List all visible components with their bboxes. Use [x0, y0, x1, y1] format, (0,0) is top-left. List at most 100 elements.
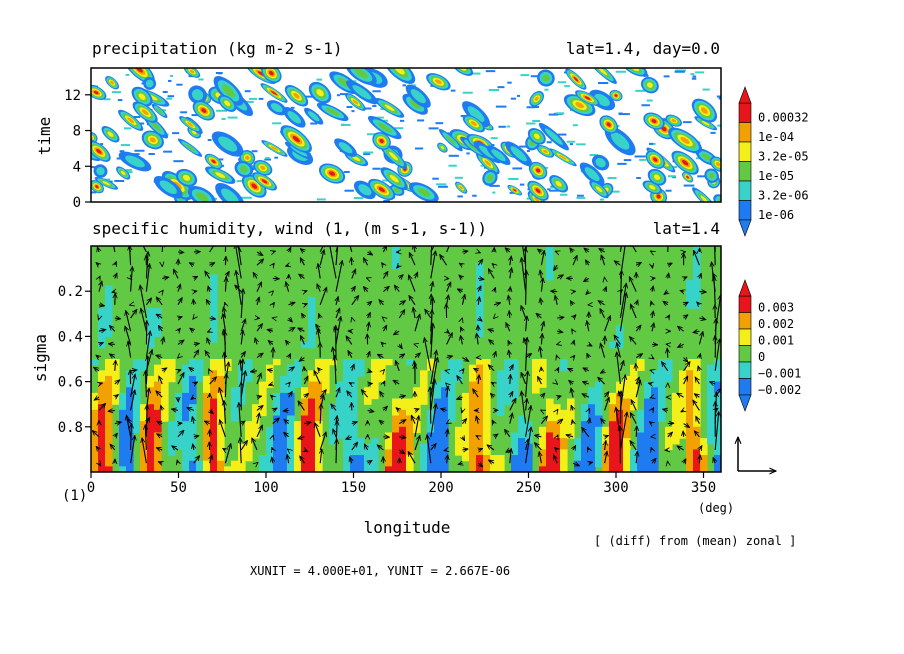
humidity-cell: [210, 409, 218, 417]
humidity-cell: [126, 404, 134, 411]
humidity-cell: [364, 466, 372, 472]
humidity-cell: [483, 404, 491, 411]
wind-vector: [257, 413, 259, 424]
humidity-cell: [560, 455, 568, 462]
humidity-cell: [686, 404, 694, 411]
humidity-cell: [693, 426, 701, 434]
humidity-cell: [273, 359, 281, 366]
humidity-cell: [399, 438, 407, 445]
humidity-cell: [644, 449, 652, 456]
humidity-cell: [679, 398, 687, 405]
wind-vector: [493, 318, 494, 319]
precip-speck: [526, 122, 536, 125]
wind-vector: [573, 340, 574, 344]
humidity-cell: [315, 443, 323, 450]
humidity-cell: [168, 364, 176, 371]
humidity-cell: [693, 279, 701, 287]
precip-ytick-label: 0: [73, 195, 81, 211]
humidity-cell: [469, 375, 477, 383]
precip-cell: [408, 182, 439, 202]
humidity-cell: [392, 246, 400, 253]
wind-vector: [351, 257, 352, 266]
humidity-cell: [595, 443, 603, 450]
humidity-cell: [154, 319, 162, 326]
wind-vector: [695, 377, 700, 385]
wind-vector: [142, 246, 147, 253]
precip-cell: [266, 100, 287, 116]
humidity-cell: [420, 381, 428, 388]
humidity-cell: [336, 392, 344, 400]
humidity-cell: [560, 432, 568, 439]
humidity-cell: [301, 443, 309, 450]
wind-vector: [636, 300, 638, 305]
humidity-cell: [511, 370, 519, 377]
humidity-cell: [497, 466, 505, 472]
precip-cell: [234, 160, 254, 178]
wind-vector: [241, 330, 243, 345]
humidity-cell: [476, 404, 484, 411]
wind-vector: [299, 335, 305, 345]
wind-vector: [526, 439, 529, 451]
humidity-cell: [189, 466, 197, 472]
precip-speck: [683, 184, 695, 187]
humidity-cell: [651, 415, 659, 422]
wind-vector: [156, 355, 163, 357]
humidity-cell: [98, 443, 106, 450]
precip-speck: [643, 74, 649, 77]
humidity-cell: [147, 392, 155, 400]
humidity-cell: [210, 274, 218, 281]
humidity-cell: [476, 387, 484, 394]
precip-speck: [353, 197, 364, 200]
humidity-cell: [651, 370, 659, 377]
wind-vector: [319, 432, 326, 451]
precip-speck: [167, 79, 172, 82]
wind-vector: [368, 351, 370, 358]
wind-vector: [367, 410, 374, 411]
humidity-cell: [231, 398, 239, 405]
humidity-cell: [119, 460, 127, 467]
humidity-cell: [126, 466, 134, 472]
humidity-cell: [476, 291, 484, 298]
humidity-cell: [448, 359, 456, 366]
wind-vector: [525, 405, 531, 437]
wind-vector: [462, 449, 468, 450]
precip-cell: [123, 68, 155, 84]
humidity-cell: [350, 415, 358, 422]
wind-vector: [652, 311, 653, 319]
humidity-cell: [364, 387, 372, 394]
humidity-cell: [672, 415, 680, 422]
humidity-cell: [609, 455, 617, 462]
wind-vector: [379, 300, 383, 306]
humidity-cell: [448, 364, 456, 371]
humidity-cell: [623, 466, 631, 472]
humidity-cell: [259, 398, 267, 405]
humidity-cell: [273, 432, 281, 439]
humidity-cell: [308, 460, 316, 467]
wind-vector: [678, 326, 684, 332]
wind-vector: [431, 323, 433, 358]
humidity-cell: [154, 381, 162, 388]
wind-vector: [177, 340, 184, 344]
humidity-cell: [98, 449, 106, 456]
wind-vector: [573, 355, 575, 357]
humidity-cell: [476, 268, 484, 275]
humidity-cell: [588, 426, 596, 434]
wind-vector: [540, 251, 544, 266]
humidity-cell: [623, 404, 631, 411]
humidity-cell: [210, 466, 218, 472]
wind-vector: [630, 400, 637, 411]
wind-vector: [699, 318, 705, 320]
precip-ytick-label: 4: [73, 159, 81, 175]
wind-vector: [510, 268, 512, 279]
humidity-cell: [308, 392, 316, 400]
humidity-cell: [686, 381, 694, 388]
humidity-cell: [392, 432, 400, 439]
humidity-cell: [469, 398, 477, 405]
humidity-cell: [280, 398, 288, 405]
humidity-cell: [476, 325, 484, 332]
humidity-cell: [707, 438, 715, 445]
wind-vector: [156, 391, 163, 398]
precip-cell: [462, 114, 485, 133]
precip-speck: [690, 73, 695, 76]
